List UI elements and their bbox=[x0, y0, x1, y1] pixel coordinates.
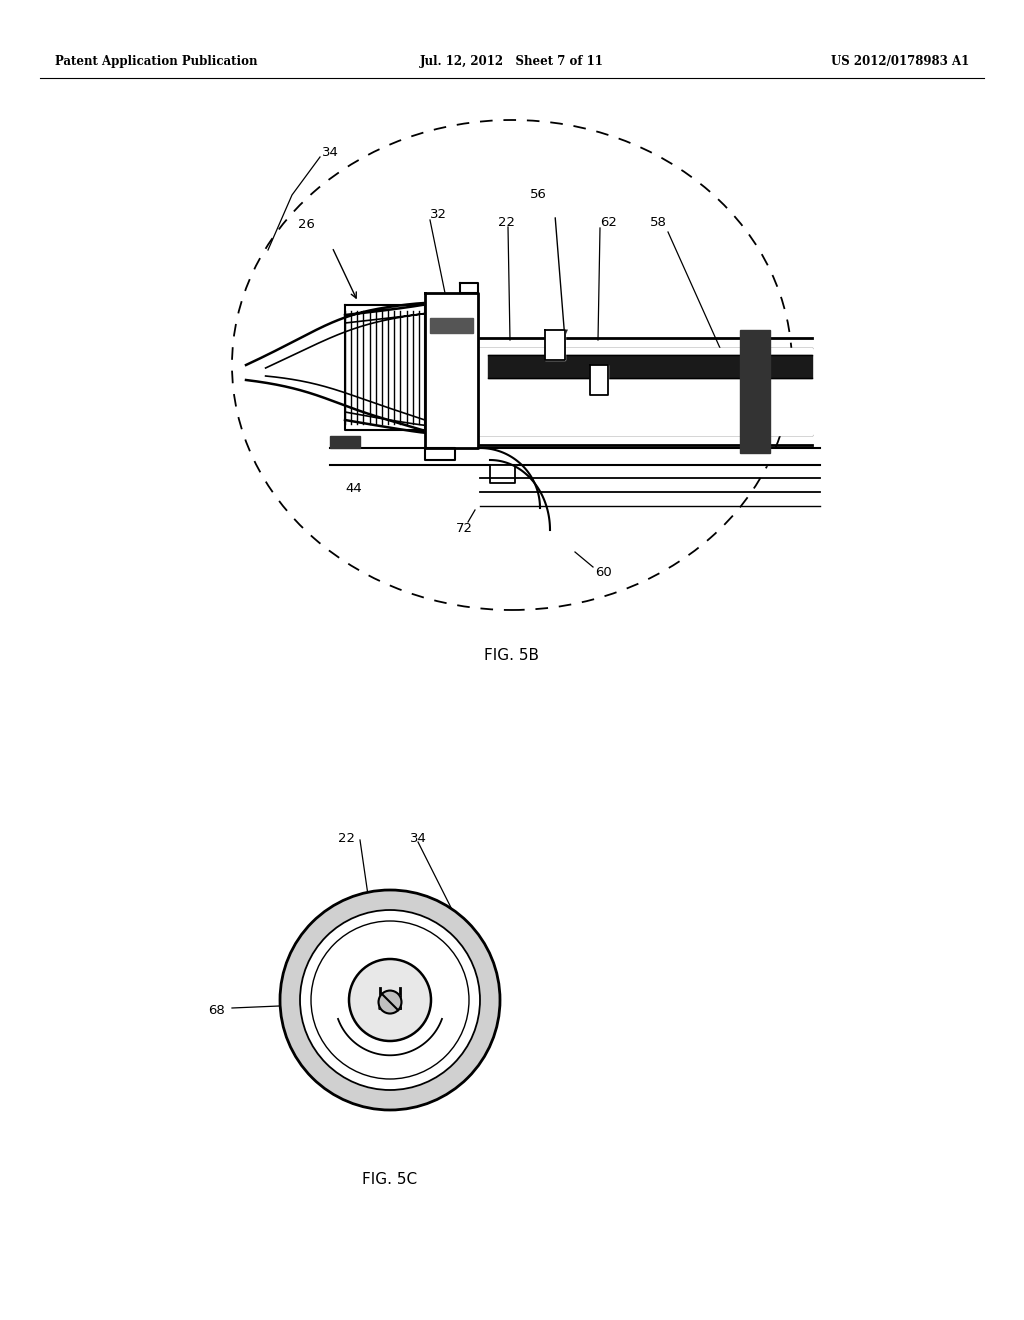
Polygon shape bbox=[300, 909, 480, 1090]
Polygon shape bbox=[545, 330, 565, 360]
Text: 34: 34 bbox=[322, 147, 339, 160]
Polygon shape bbox=[590, 366, 608, 395]
Text: 22: 22 bbox=[338, 832, 355, 845]
Polygon shape bbox=[280, 890, 500, 1110]
Text: 26: 26 bbox=[298, 219, 314, 231]
Text: Jul. 12, 2012   Sheet 7 of 11: Jul. 12, 2012 Sheet 7 of 11 bbox=[420, 55, 604, 69]
Text: 56: 56 bbox=[530, 189, 547, 202]
Polygon shape bbox=[425, 447, 455, 459]
Polygon shape bbox=[478, 348, 812, 355]
Text: FIG. 5C: FIG. 5C bbox=[362, 1172, 418, 1188]
Polygon shape bbox=[330, 447, 820, 465]
Polygon shape bbox=[330, 436, 360, 447]
Polygon shape bbox=[345, 305, 425, 430]
Text: Patent Application Publication: Patent Application Publication bbox=[55, 55, 257, 69]
Text: 60: 60 bbox=[595, 565, 611, 578]
Text: 68: 68 bbox=[208, 1003, 225, 1016]
Polygon shape bbox=[488, 355, 812, 378]
Polygon shape bbox=[740, 330, 770, 453]
Text: 34: 34 bbox=[410, 832, 427, 845]
Text: US 2012/0178983 A1: US 2012/0178983 A1 bbox=[830, 55, 969, 69]
Text: FIG. 5B: FIG. 5B bbox=[484, 648, 540, 663]
Polygon shape bbox=[430, 318, 473, 333]
Text: 22: 22 bbox=[498, 215, 515, 228]
Polygon shape bbox=[425, 293, 478, 447]
Polygon shape bbox=[478, 378, 812, 436]
Polygon shape bbox=[349, 960, 431, 1041]
Text: 66: 66 bbox=[456, 989, 473, 1002]
Polygon shape bbox=[379, 990, 401, 1014]
Polygon shape bbox=[490, 465, 515, 483]
Text: 58: 58 bbox=[650, 215, 667, 228]
Text: 32: 32 bbox=[430, 209, 447, 222]
Text: 50: 50 bbox=[449, 1014, 466, 1027]
Text: 72: 72 bbox=[456, 521, 473, 535]
Text: 44: 44 bbox=[345, 482, 361, 495]
Polygon shape bbox=[460, 282, 478, 293]
Text: 62: 62 bbox=[600, 215, 616, 228]
